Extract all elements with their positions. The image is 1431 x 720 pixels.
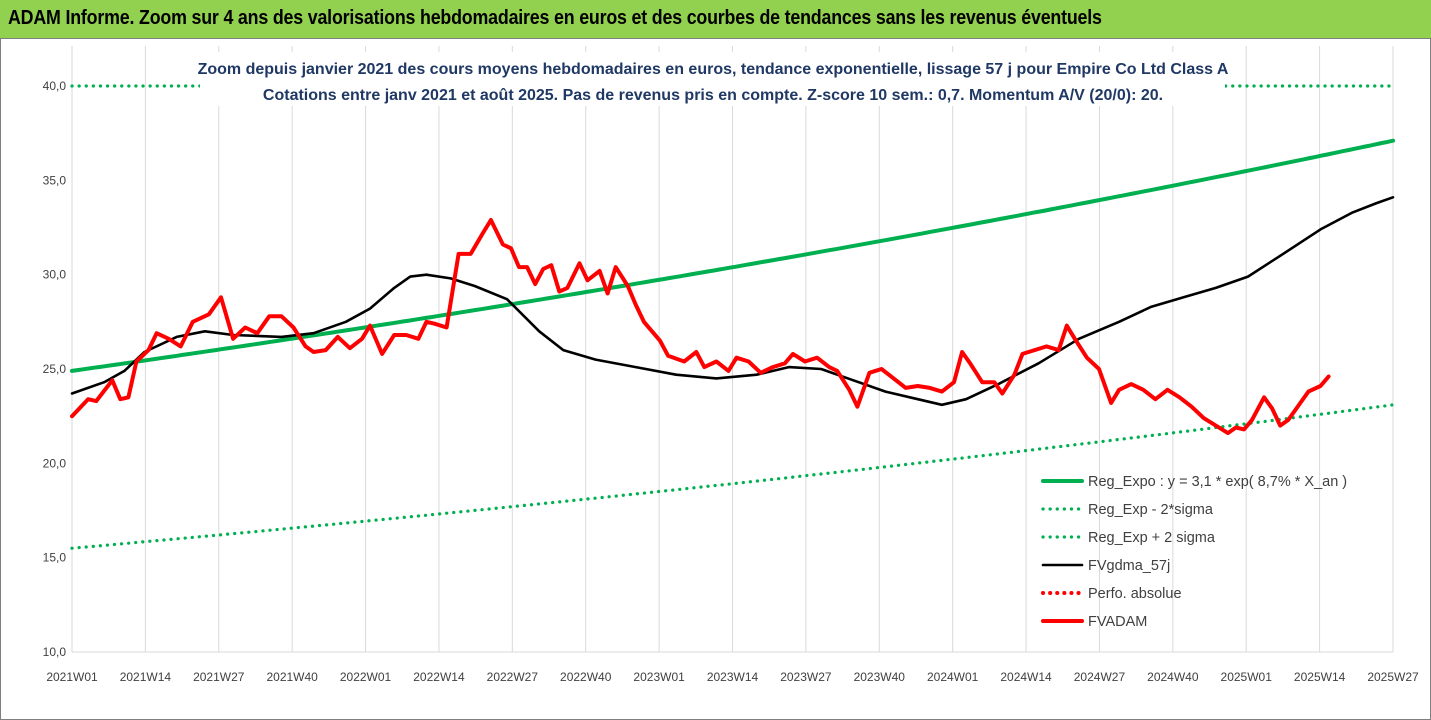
x-tick-label: 2024W14 (1000, 670, 1052, 684)
chart-subtitle: Cotations entre janv 2021 et août 2025. … (263, 87, 1163, 104)
series-line-1 (70, 403, 1395, 550)
x-tick-label: 2024W27 (1074, 670, 1126, 684)
x-tick-label: 2022W40 (560, 670, 612, 684)
x-tick-label: 2025W14 (1294, 670, 1346, 684)
x-tick-label: 2021W14 (120, 670, 172, 684)
legend-label: Perfo. absolue (1088, 586, 1182, 602)
x-tick-label: 2022W01 (340, 670, 392, 684)
y-tick-label: 40,0 (43, 79, 67, 93)
x-tick-label: 2023W01 (633, 670, 685, 684)
legend-label: Reg_Expo : y = 3,1 * exp( 8,7% * X_an ) (1088, 474, 1347, 490)
x-tick-label: 2021W01 (46, 670, 98, 684)
y-tick-label: 10,0 (43, 645, 67, 659)
legend: Reg_Expo : y = 3,1 * exp( 8,7% * X_an ) R… (1041, 474, 1347, 630)
report-title: ADAM Informe. Zoom sur 4 ans des valoris… (8, 7, 1102, 29)
y-tick-label: 30,0 (43, 268, 67, 282)
y-axis: 10,0 15,0 20,0 25,0 30,0 35,0 40,0 (43, 79, 67, 659)
y-tick-label: 20,0 (43, 456, 67, 470)
x-tick-label: 2025W01 (1221, 670, 1273, 684)
x-tick-label: 2021W27 (193, 670, 245, 684)
x-tick-label: 2024W01 (927, 670, 979, 684)
legend-label: Reg_Exp + 2 sigma (1088, 530, 1216, 546)
x-tick-label: 2022W14 (413, 670, 465, 684)
series-line-5 (70, 218, 1331, 436)
x-tick-label: 2023W14 (707, 670, 759, 684)
y-tick-label: 15,0 (43, 551, 67, 565)
chart-grid (71, 46, 1394, 653)
series-layer (70, 84, 1395, 550)
x-tick-label: 2025W27 (1367, 670, 1419, 684)
legend-label: FVgdma_57j (1088, 558, 1170, 574)
header-banner: ADAM Informe. Zoom sur 4 ans des valoris… (0, 0, 1431, 39)
y-tick-label: 35,0 (43, 173, 67, 187)
x-tick-label: 2023W27 (780, 670, 832, 684)
title-backdrop (200, 52, 1225, 106)
x-tick-label: 2023W40 (854, 670, 906, 684)
series-line-0 (70, 138, 1395, 373)
legend-label: Reg_Exp - 2*sigma (1088, 502, 1214, 518)
x-tick-label: 2022W27 (487, 670, 539, 684)
chart-title: Zoom depuis janvier 2021 des cours moyen… (198, 61, 1229, 78)
x-tick-label: 2021W40 (266, 670, 318, 684)
series-line-3 (70, 196, 1395, 407)
x-tick-label: 2024W40 (1147, 670, 1199, 684)
legend-label: FVADAM (1088, 614, 1147, 630)
x-axis: 2021W01 2021W14 2021W27 2021W40 2022W01 2022W… (46, 670, 1419, 684)
y-tick-label: 25,0 (43, 362, 67, 376)
